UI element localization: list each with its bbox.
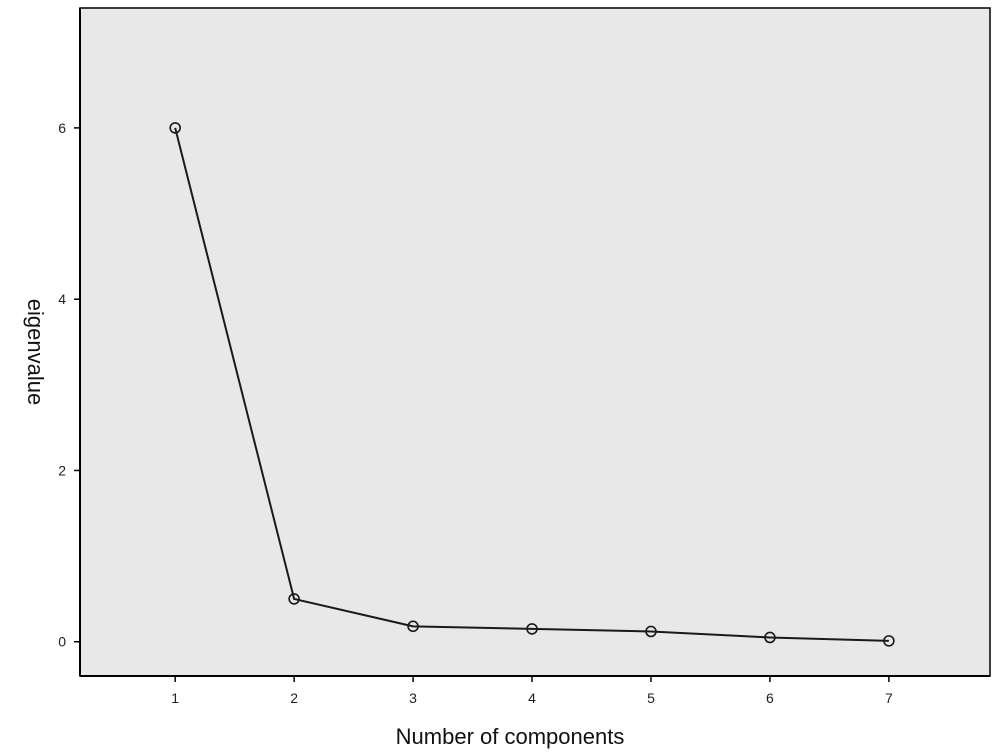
- data-point: [526, 623, 538, 635]
- data-point: [169, 122, 181, 134]
- data-point: [288, 593, 300, 605]
- ticks: 0 2 4 6 1 2 3 4 5 6 7: [58, 120, 893, 706]
- x-tick-label: 4: [528, 690, 536, 706]
- data-point: [645, 625, 657, 638]
- y-axis-title: eigenvalue: [23, 299, 48, 405]
- x-tick-label: 2: [290, 690, 298, 706]
- axes: [79, 8, 990, 677]
- x-tick-label: 7: [885, 690, 893, 706]
- y-tick-label: 4: [58, 291, 66, 307]
- y-tick-label: 0: [58, 634, 66, 650]
- x-tick-label: 3: [409, 690, 417, 706]
- x-tick-label: 5: [647, 690, 655, 706]
- x-tick-label: 1: [171, 690, 179, 706]
- data-point: [764, 631, 776, 644]
- series-line: [174, 127, 889, 642]
- x-tick-label: 6: [766, 690, 774, 706]
- series-group: [169, 122, 895, 647]
- data-point: [883, 635, 895, 647]
- x-axis-title: Number of components: [396, 724, 625, 749]
- y-tick-label: 2: [58, 462, 66, 478]
- data-point: [407, 620, 419, 633]
- plot-area: [79, 7, 991, 677]
- y-tick-label: 6: [58, 120, 66, 136]
